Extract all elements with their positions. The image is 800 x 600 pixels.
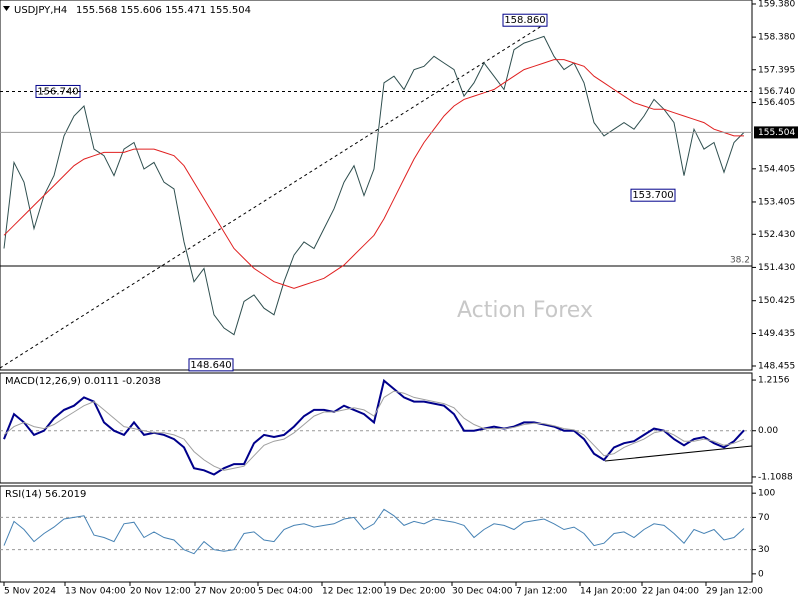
price-label: 153.700 — [632, 190, 673, 201]
price-label: 156.740 — [37, 86, 78, 97]
y-tick-label: 70 — [758, 513, 770, 523]
y-tick-label: 154.405 — [758, 164, 795, 174]
price-label: 158.860 — [504, 15, 545, 26]
x-tick-label: 5 Dec 04:00 — [258, 587, 313, 597]
macd-panel — [0, 372, 753, 484]
x-tick-label: 12 Dec 12:00 — [322, 587, 383, 597]
price-label-box — [630, 188, 676, 202]
y-tick-label: 156.405 — [758, 98, 795, 108]
price-label-box — [188, 358, 234, 372]
series-line — [3, 390, 745, 471]
y-tick-label: 159.380 — [758, 0, 795, 9]
y-tick-label: 158.380 — [758, 33, 795, 43]
x-tick-label: 20 Nov 12:00 — [130, 587, 191, 597]
price-label-box — [502, 13, 548, 27]
trend-line — [0, 21, 549, 369]
x-tick-label: 27 Nov 20:00 — [195, 587, 256, 597]
rsi-panel — [0, 485, 753, 583]
symbol: USDJPY,H4 — [14, 5, 67, 16]
series-line — [3, 35, 745, 336]
y-tick-label: 157.395 — [758, 65, 795, 75]
axis-price-box — [754, 85, 798, 98]
y-tick-label: -1.1088 — [758, 472, 793, 482]
y-tick-label: 149.435 — [758, 329, 795, 339]
macd-trend-line — [604, 445, 753, 462]
main-panel — [0, 0, 753, 371]
x-tick-label: 5 Nov 2024 — [4, 587, 56, 597]
y-tick-label: 0 — [758, 569, 764, 579]
collapse-icon[interactable] — [3, 6, 10, 11]
y-tick-label: 0.00 — [758, 426, 778, 436]
y-tick-label: 100 — [758, 489, 775, 499]
last-price-box — [754, 126, 798, 139]
y-tick-label: 152.430 — [758, 230, 795, 240]
last-price-label: 155.504 — [758, 128, 795, 138]
ohlc: 155.568 155.606 155.471 155.504 — [76, 5, 251, 16]
x-tick-label: 14 Jan 20:00 — [580, 587, 637, 597]
y-tick-label: 150.425 — [758, 296, 795, 306]
x-tick-label: 19 Dec 20:00 — [385, 587, 446, 597]
watermark: Action Forex — [457, 298, 593, 323]
series-line — [3, 59, 744, 289]
series-line — [3, 378, 745, 476]
x-tick-label: 30 Dec 04:00 — [452, 587, 513, 597]
rsi-title: RSI(14) 56.2019 — [5, 489, 86, 500]
x-tick-label: 22 Jan 04:00 — [642, 587, 699, 597]
y-tick-label: 30 — [758, 545, 770, 555]
macd-title: MACD(12,26,9) 0.0111 -0.2038 — [5, 376, 161, 387]
x-tick-label: 29 Jan 12:00 — [706, 587, 763, 597]
y-tick-label: 148.455 — [758, 361, 795, 371]
x-tick-label: 13 Nov 04:00 — [65, 587, 126, 597]
fib-label: 38.2 — [730, 256, 750, 266]
y-tick-label: 153.405 — [758, 197, 795, 207]
y-tick-label: 1.2156 — [758, 376, 790, 386]
series-line — [3, 508, 745, 555]
price-label: 148.640 — [190, 360, 231, 371]
axis-price-label: 156.740 — [758, 87, 795, 97]
y-tick-label: 151.430 — [758, 263, 795, 273]
x-tick-label: 7 Jan 12:00 — [516, 587, 568, 597]
